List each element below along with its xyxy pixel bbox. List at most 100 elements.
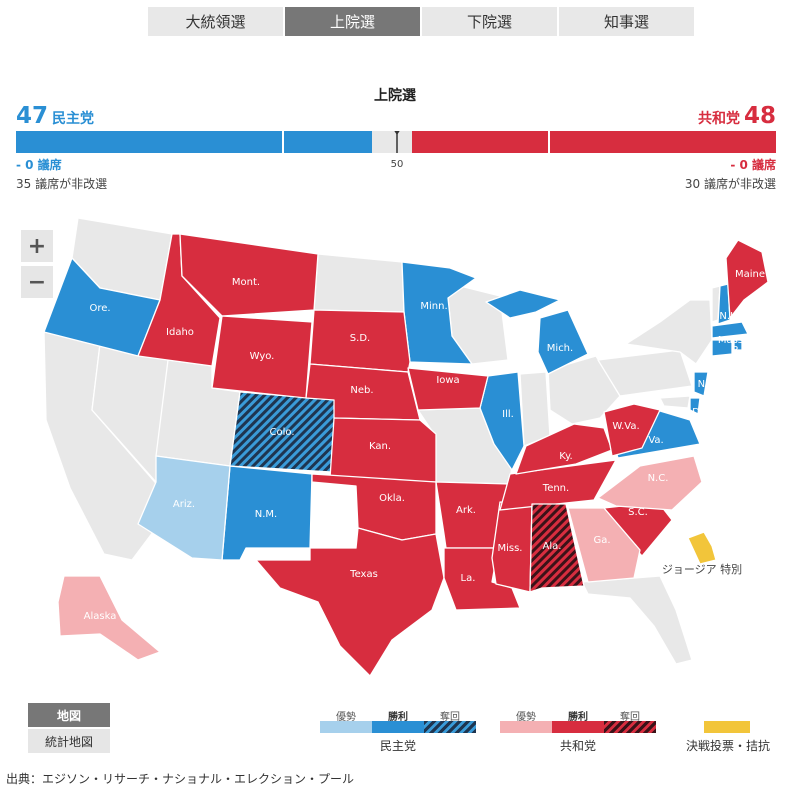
state-label-nc: N.C.	[648, 473, 669, 484]
legend-dem-lean-swatch	[320, 721, 372, 733]
legend-rep-flip-label: 奪回	[620, 712, 640, 723]
state-alabama	[529, 503, 585, 593]
race-title: 上院選	[374, 88, 416, 104]
state-tennessee	[499, 459, 617, 511]
state-label-nm: N.M.	[255, 509, 277, 520]
state-michigan-up	[485, 289, 561, 319]
rep-seat-count: 共和党 48	[698, 103, 776, 129]
legend-rep-lean-swatch	[500, 721, 552, 733]
state-label-nh: N.H.	[719, 311, 740, 322]
state-label-ne: Neb.	[350, 385, 373, 396]
rep-bar-won	[412, 131, 548, 153]
tab-senate[interactable]: 上院選	[285, 7, 420, 36]
legend-rep-lean-label: 優勢	[516, 712, 536, 723]
zoom-in-button[interactable]: +	[21, 230, 53, 262]
tab-governor[interactable]: 知事選	[559, 7, 694, 36]
dem-seat-number: 47	[16, 103, 49, 129]
dem-party-label: 民主党	[52, 111, 95, 127]
georgia-special-label: ジョージア 特別	[662, 562, 742, 576]
state-new-hampshire	[717, 283, 731, 325]
state-label-tn: Tenn.	[542, 483, 569, 494]
rep-bar-not-up	[550, 131, 776, 153]
dem-not-up: 35 議席が非改選	[16, 177, 108, 191]
state-label-id: Idaho	[166, 327, 194, 338]
state-label-ak: Alaska	[84, 611, 117, 622]
state-kansas	[329, 417, 437, 483]
rep-seat-change: - 0 議席	[730, 158, 776, 172]
majority-label: 50	[390, 159, 404, 170]
state-connecticut	[711, 339, 733, 357]
us-senate-map: Ore. Idaho Mont. Wyo. Colo. Ariz. N.M. T…	[43, 217, 769, 677]
state-pennsylvania	[597, 349, 693, 397]
state-label-sd: S.D.	[350, 333, 370, 344]
legend-runoff-label: 決戦投票・拮抗	[685, 739, 770, 753]
state-texas	[255, 527, 445, 677]
state-georgia	[567, 507, 641, 583]
legend-dem-win-label: 勝利	[388, 712, 408, 723]
legend-rep-label: 共和党	[559, 739, 596, 753]
state-iowa	[407, 367, 489, 411]
source-note: 出典：エジソン・リサーチ・ナショナル・エレクション・プール	[6, 772, 355, 786]
state-label-ms: Miss.	[497, 543, 522, 554]
state-rhode-island	[733, 339, 743, 351]
state-label-de: Del.	[692, 407, 712, 418]
state-label-me: Maine	[735, 269, 765, 280]
state-label-ky: Ky.	[559, 451, 573, 462]
state-label-il: Ill.	[502, 409, 514, 420]
state-label-ia: Iowa	[436, 375, 459, 386]
state-label-mn: Minn.	[420, 301, 447, 312]
state-labels: Ore. Idaho Mont. Wyo. Colo. Ariz. N.M. T…	[84, 269, 765, 622]
undecided-bar	[372, 131, 412, 153]
state-oklahoma	[311, 473, 437, 541]
state-west-virginia	[603, 403, 661, 457]
state-label-tx: Texas	[349, 569, 378, 580]
state-north-dakota	[313, 253, 405, 313]
rep-not-up: 30 議席が非改選	[684, 177, 776, 191]
map-view-button[interactable]: 地図	[28, 703, 110, 727]
majority-marker-icon	[394, 131, 400, 135]
state-label-co: Colo.	[270, 427, 295, 438]
state-delaware	[689, 397, 701, 415]
state-new-york	[625, 299, 713, 365]
dem-bar-not-up	[16, 131, 282, 153]
state-label-ma: Mass.	[718, 335, 746, 346]
legend-rep-flip-swatch	[604, 721, 656, 733]
state-label-sc: S.C.	[628, 507, 648, 518]
state-massachusetts	[711, 321, 749, 339]
state-label-va: Va.	[648, 435, 663, 446]
state-label-az: Ariz.	[173, 499, 195, 510]
state-ohio	[547, 355, 621, 425]
legend-dem-flip-swatch	[424, 721, 476, 733]
dem-seat-change: - 0 議席	[16, 158, 62, 172]
state-label-mt: Mont.	[232, 277, 260, 288]
legend-runoff-swatch	[704, 721, 750, 733]
rep-party-label: 共和党	[697, 111, 740, 127]
state-label-wy: Wyo.	[250, 351, 275, 362]
state-south-dakota	[309, 309, 411, 373]
state-maryland	[659, 395, 691, 409]
state-north-carolina	[597, 455, 703, 511]
state-label-la: La.	[461, 573, 476, 584]
state-indiana	[519, 371, 551, 447]
state-michigan	[537, 309, 589, 375]
state-label-ri: R.I.	[732, 345, 748, 356]
tab-house[interactable]: 下院選	[422, 7, 557, 36]
state-label-nj: N.J.	[698, 379, 715, 390]
state-new-jersey	[693, 371, 709, 397]
legend-dem-flip-label: 奪回	[440, 712, 460, 723]
state-alaska	[57, 575, 161, 661]
state-label-al: Ala.	[543, 541, 562, 552]
legend-rep-win-label: 勝利	[568, 712, 588, 723]
dem-bar-won	[284, 131, 372, 153]
tab-president[interactable]: 大統領選	[148, 7, 283, 36]
dem-seat-count: 47 民主党	[16, 103, 94, 129]
state-maine	[725, 239, 769, 319]
state-label-ks: Kan.	[369, 441, 391, 452]
zoom-out-button[interactable]: −	[21, 266, 53, 298]
state-label-mi: Mich.	[547, 343, 573, 354]
state-florida	[581, 575, 693, 665]
state-label-wv: W.Va.	[612, 421, 639, 432]
legend-dem-win-swatch	[372, 721, 424, 733]
race-tabs: 大統領選 上院選 下院選 知事選	[148, 7, 694, 36]
cartogram-view-button[interactable]: 統計地図	[28, 729, 110, 753]
